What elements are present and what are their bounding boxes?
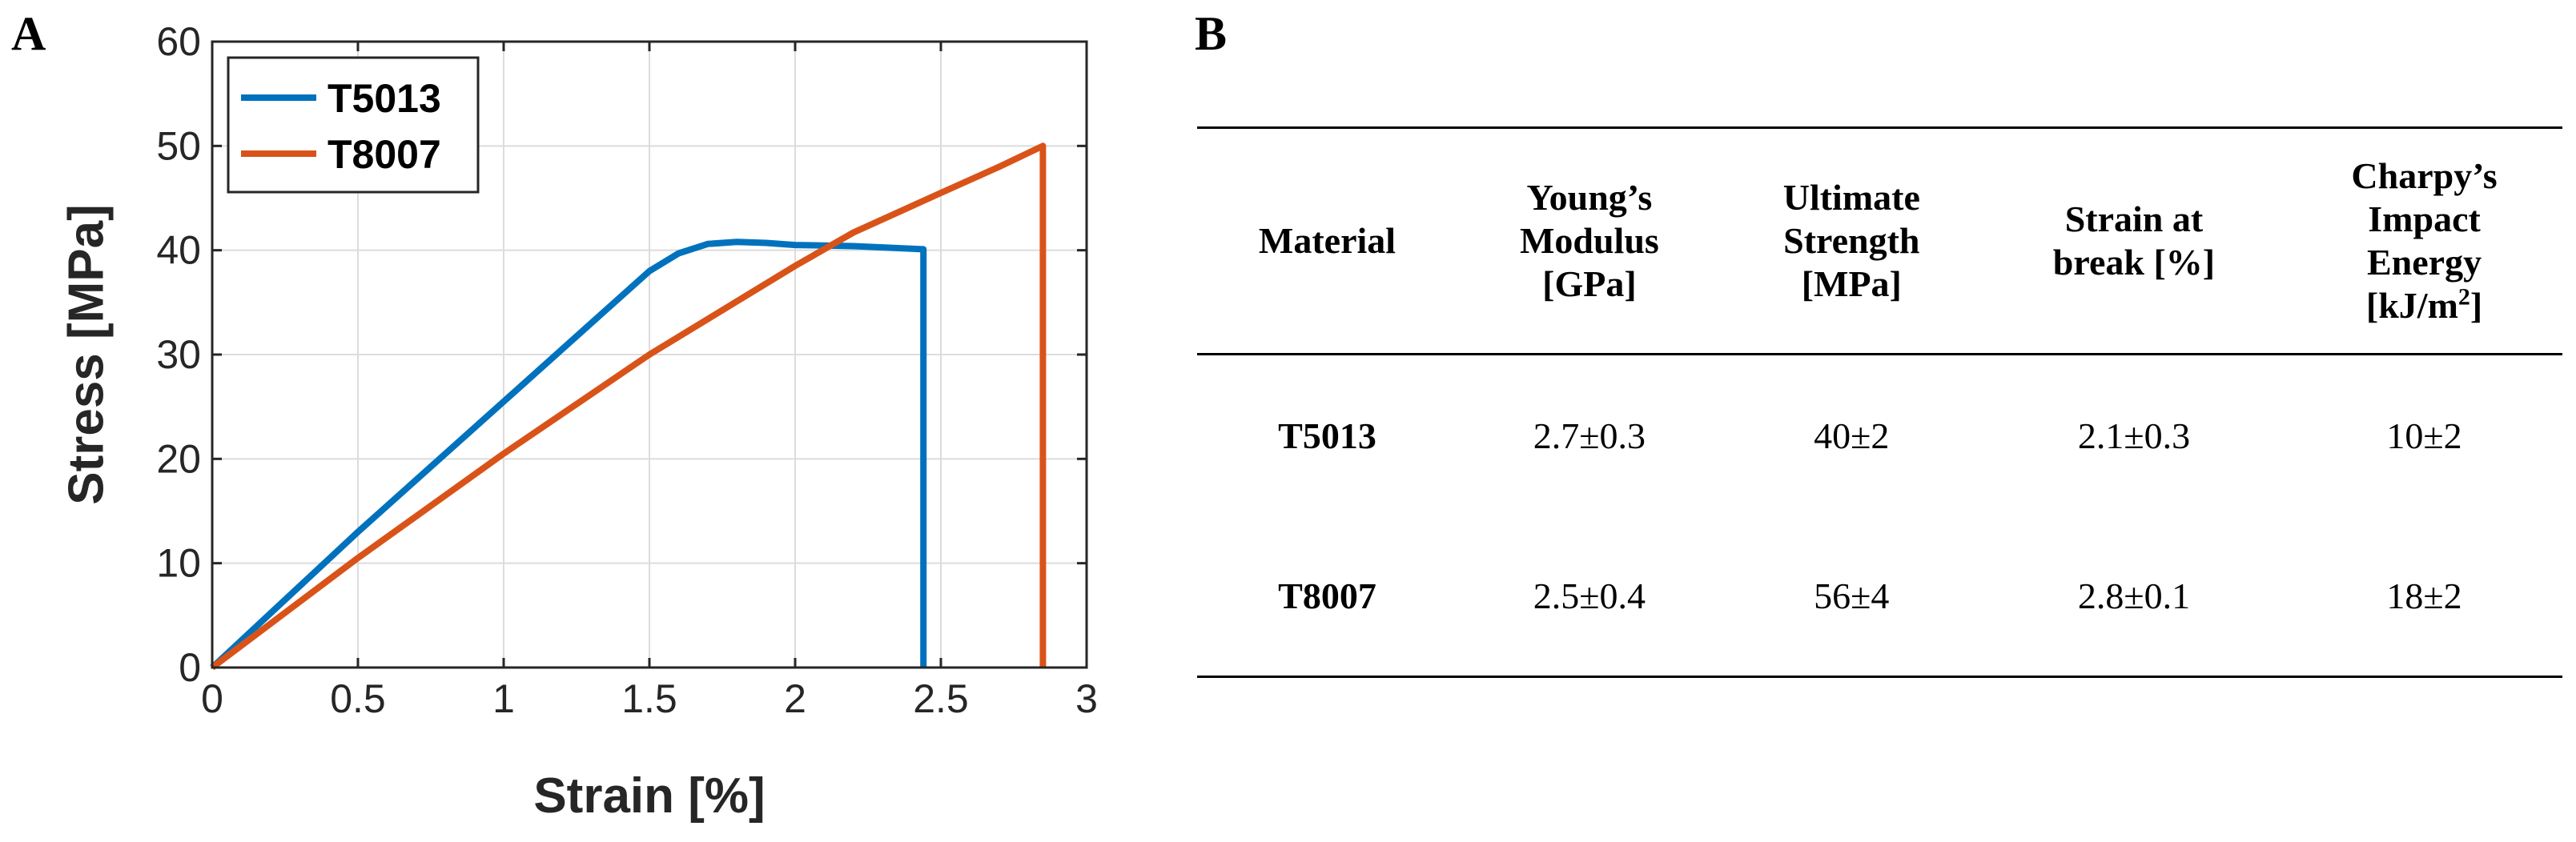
y-tick-label: 0 [179,645,201,690]
x-axis-label: Strain [%] [533,768,765,824]
table-row-t8007: T8007 2.5±0.4 56±4 2.8±0.1 18±2 [1197,515,2562,678]
panel-b-label: B [1195,7,1228,60]
legend: T5013 T8007 [227,56,480,194]
cell-material: T8007 [1197,515,1457,678]
y-axis-label: Stress [MPa] [58,204,114,505]
y-tick-label: 50 [156,123,201,168]
header-ultimate-strength: Ultimate Strength [MPa] [1721,126,1982,355]
cell-strain-at-break: 2.1±0.3 [2077,415,2191,456]
legend-entry-label: T5013 [328,76,441,121]
x-tick-label: 1.5 [621,676,677,721]
y-tick-label: 40 [156,228,201,273]
series-layer [210,142,1047,671]
legend-entry-label: T8007 [328,132,441,177]
properties-table: Material Young’s Modulus [GPa] Ultimate … [1197,126,2562,678]
cell-ultimate-strength: 40±2 [1814,415,1890,456]
x-tick-label: 3 [1075,676,1098,721]
x-tick-label: 2 [784,676,806,721]
x-tick-label: 2.5 [913,676,969,721]
cell-material: T5013 [1278,415,1376,456]
cell-ultimate-strength: 56±4 [1721,515,1982,678]
cell-youngs-modulus: 2.5±0.4 [1457,515,1722,678]
header-charpy-impact-energy: Charpy’s Impact Energy [kJ/m2] [2286,126,2562,355]
y-tick-label: 10 [156,541,201,586]
x-tick-label: 0.5 [330,676,386,721]
header-youngs-modulus: Young’s Modulus [GPa] [1457,126,1722,355]
cell-impact-energy: 18±2 [2286,515,2562,678]
cell-youngs-modulus: 2.7±0.3 [1533,415,1646,456]
cell-impact-energy: 10±2 [2386,415,2462,456]
cell-strain-at-break: 2.8±0.1 [1981,515,2287,678]
y-tick-label: 60 [156,19,201,64]
y-tick-label: 20 [156,436,201,481]
table-row-t5013: T5013 2.7±0.3 40±2 2.1±0.3 10±2 [1197,355,2562,516]
legend-box [227,56,480,194]
header-material: Material [1197,126,1457,355]
y-tick-label: 30 [156,332,201,377]
series-line-t5013 [210,239,927,670]
x-tick-label: 1 [492,676,515,721]
header-strain-at-break: Strain at break [%] [1981,126,2287,355]
x-tick-label: 0 [201,676,223,721]
panel-a-label: A [11,7,46,60]
series-line-t8007 [210,142,1047,671]
